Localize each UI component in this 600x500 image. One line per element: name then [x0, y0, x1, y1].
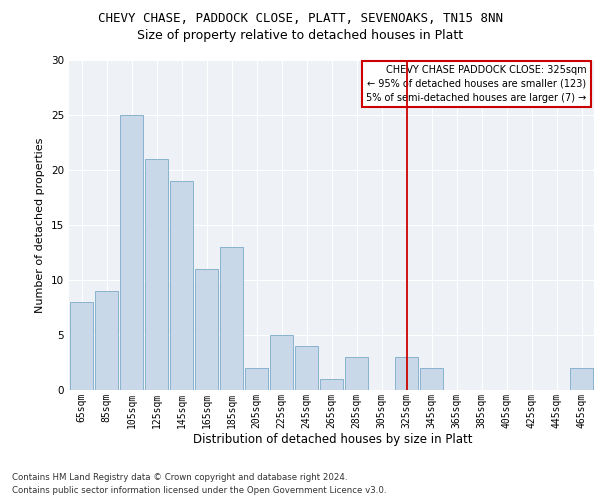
Text: CHEVY CHASE PADDOCK CLOSE: 325sqm
← 95% of detached houses are smaller (123)
5% : CHEVY CHASE PADDOCK CLOSE: 325sqm ← 95% … [366, 65, 586, 103]
Bar [245, 368, 268, 390]
Bar [295, 346, 319, 390]
Y-axis label: Number of detached properties: Number of detached properties [35, 138, 46, 312]
Bar [395, 357, 418, 390]
Text: Contains public sector information licensed under the Open Government Licence v3: Contains public sector information licen… [12, 486, 386, 495]
Bar [220, 247, 244, 390]
Bar [569, 368, 593, 390]
Bar [170, 181, 193, 390]
Bar [95, 291, 118, 390]
Bar [145, 159, 169, 390]
Text: Size of property relative to detached houses in Platt: Size of property relative to detached ho… [137, 29, 463, 42]
Text: CHEVY CHASE, PADDOCK CLOSE, PLATT, SEVENOAKS, TN15 8NN: CHEVY CHASE, PADDOCK CLOSE, PLATT, SEVEN… [97, 12, 503, 25]
Bar [269, 335, 293, 390]
Bar [70, 302, 94, 390]
Bar [419, 368, 443, 390]
Text: Contains HM Land Registry data © Crown copyright and database right 2024.: Contains HM Land Registry data © Crown c… [12, 472, 347, 482]
Bar [119, 115, 143, 390]
Bar [344, 357, 368, 390]
Bar [194, 269, 218, 390]
Bar [320, 379, 343, 390]
Text: Distribution of detached houses by size in Platt: Distribution of detached houses by size … [193, 432, 473, 446]
